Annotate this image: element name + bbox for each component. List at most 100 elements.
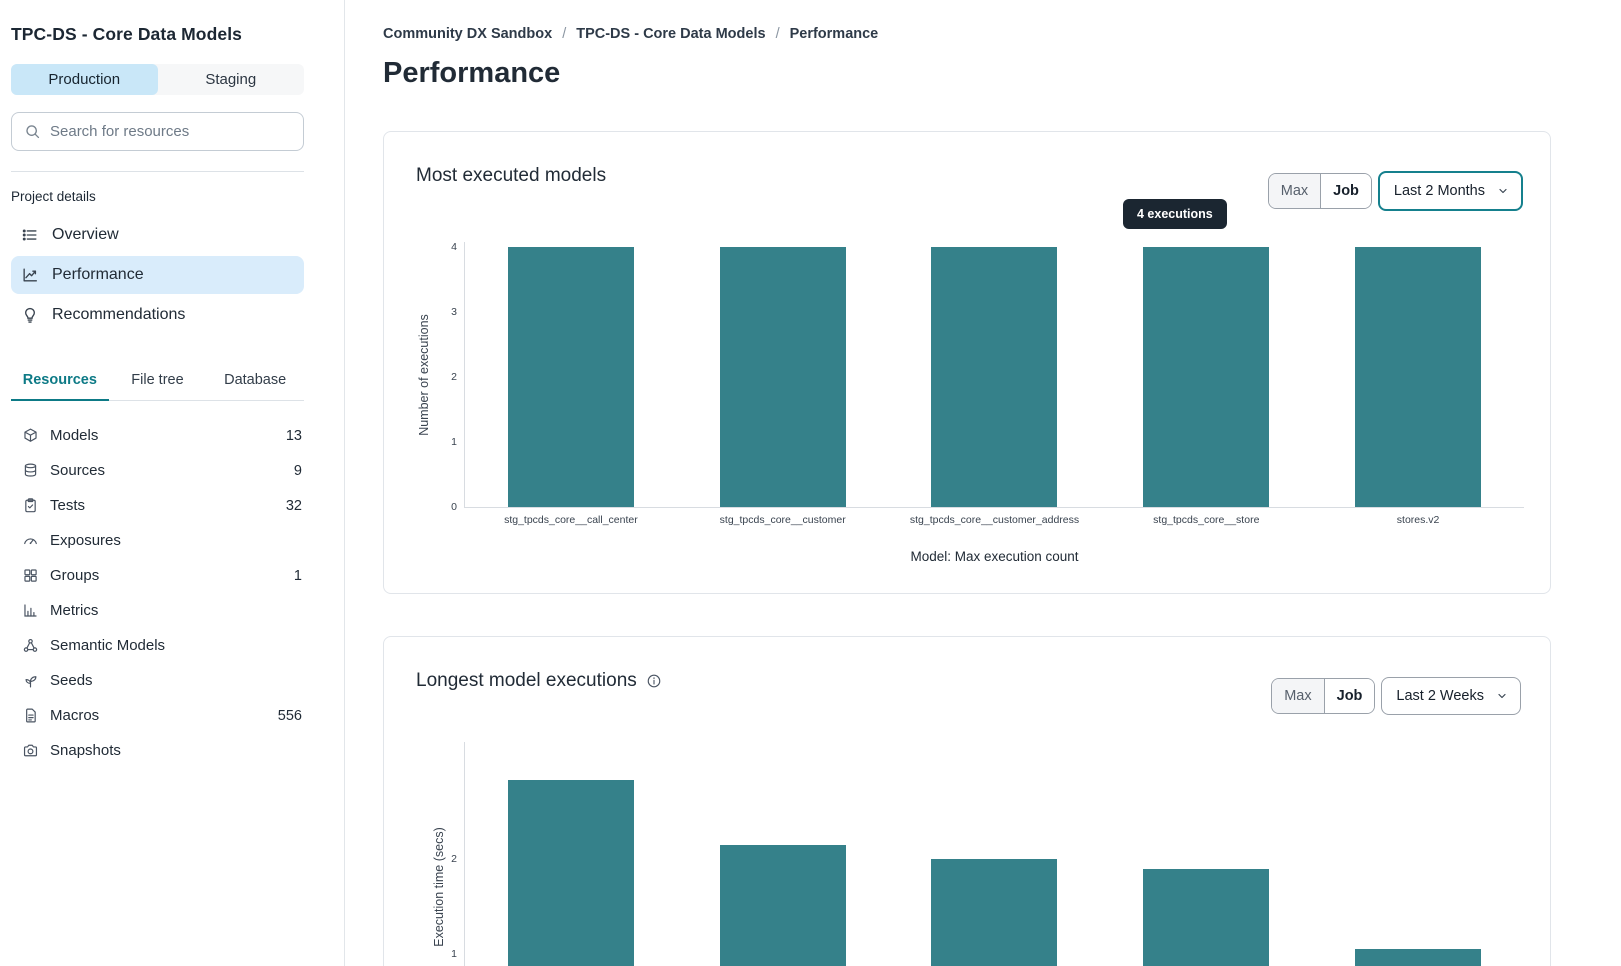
y-axis-tick: 2 (451, 371, 457, 383)
bar-chart-most-executed: Number of executions 0 1 2 3 4 stg_tpcds… (417, 241, 1524, 564)
list-item-groups[interactable]: Groups 1 (11, 558, 304, 593)
bar[interactable] (931, 247, 1058, 507)
most-executed-models-card: Most executed models Max Job Last 2 Mont… (383, 131, 1551, 594)
chart-tooltip: 4 executions (1123, 199, 1227, 229)
count-badge: 1 (293, 567, 302, 584)
chart-title: Most executed models (416, 165, 607, 186)
tab-production[interactable]: Production (11, 64, 158, 95)
job-button[interactable]: Job (1321, 174, 1371, 208)
sidebar-item-performance[interactable]: Performance (11, 256, 304, 294)
database-icon (22, 462, 39, 479)
sidebar-divider (11, 171, 304, 172)
time-range-value: Last 2 Months (1393, 183, 1485, 199)
max-job-toggle: Max Job (1271, 678, 1376, 714)
search-input[interactable] (50, 123, 291, 140)
longest-model-executions-card: Longest model executions Max Job Last 2 … (383, 636, 1551, 966)
breadcrumb-project[interactable]: TPC-DS - Core Data Models (576, 26, 766, 42)
list-item-label: Tests (50, 497, 86, 514)
list-item-metrics[interactable]: Metrics (11, 593, 304, 628)
tab-staging[interactable]: Staging (205, 71, 257, 88)
seedling-icon (22, 672, 39, 689)
time-range-dropdown[interactable]: Last 2 Months (1377, 171, 1523, 211)
breadcrumb-separator: / (562, 26, 567, 42)
grid-icon (22, 567, 39, 584)
camera-icon (22, 742, 39, 759)
list-item-semantic-models[interactable]: Semantic Models (11, 628, 304, 663)
chart-controls: Max Job Last 2 Weeks (1271, 677, 1521, 715)
bar[interactable] (507, 780, 634, 966)
breadcrumb-current: Performance (789, 26, 879, 42)
breadcrumb-separator: / (775, 26, 780, 42)
bar[interactable] (719, 844, 846, 966)
lightbulb-icon (21, 306, 39, 324)
resource-tabs: Resources File tree Database (11, 362, 304, 401)
list-item-tests[interactable]: Tests 32 (11, 488, 304, 523)
network-icon (22, 637, 39, 654)
sidebar-item-label: Performance (52, 266, 144, 283)
bar[interactable] (507, 247, 634, 507)
chevron-down-icon (1497, 185, 1509, 197)
environment-toggle: Production Staging (11, 64, 304, 95)
max-button[interactable]: Max (1268, 174, 1322, 208)
x-axis-tick: stg_tpcds_core__call_center (504, 514, 638, 526)
x-axis-tick: stg_tpcds_core__customer (719, 514, 846, 526)
list-item-exposures[interactable]: Exposures (11, 523, 304, 558)
bar[interactable] (719, 247, 846, 507)
list-item-label: Groups (50, 567, 100, 584)
max-job-toggle: Max Job (1267, 173, 1372, 209)
job-button[interactable]: Job (1324, 679, 1375, 713)
count-badge: 32 (285, 497, 302, 514)
bar[interactable] (931, 859, 1058, 966)
bar[interactable] (1355, 247, 1482, 507)
x-axis-label: Model: Max execution count (910, 549, 1079, 564)
y-axis-tick: 0 (451, 501, 457, 513)
list-item-label: Macros (50, 707, 100, 724)
list-item-label: Exposures (50, 532, 121, 549)
list-item-label: Models (50, 427, 99, 444)
y-axis-label: Number of executions (417, 313, 431, 436)
list-item-models[interactable]: Models 13 (11, 418, 304, 453)
count-badge: 13 (285, 427, 302, 444)
y-axis-tick: 1 (451, 436, 457, 448)
bar-chart-icon (22, 602, 39, 619)
sidebar: TPC-DS - Core Data Models Production Sta… (0, 0, 345, 966)
time-range-value: Last 2 Weeks (1396, 688, 1484, 704)
sidebar-item-recommendations[interactable]: Recommendations (11, 296, 304, 334)
chart-controls: Max Job Last 2 Months (1267, 171, 1523, 211)
list-icon (21, 226, 39, 244)
clipboard-check-icon (22, 497, 39, 514)
list-item-macros[interactable]: Macros 556 (11, 698, 304, 733)
y-axis-label: Execution time (secs) (432, 827, 446, 947)
resource-list: Models 13 Sources 9 Tests 32 Exposures (11, 418, 304, 768)
list-item-label: Semantic Models (50, 637, 166, 654)
list-item-snapshots[interactable]: Snapshots (11, 733, 304, 768)
x-axis-tick: stg_tpcds_core__store (1153, 514, 1260, 526)
info-icon[interactable] (646, 673, 662, 689)
bar[interactable] (1355, 949, 1482, 966)
y-axis-tick: 2 (451, 853, 457, 865)
sidebar-item-overview[interactable]: Overview (11, 216, 304, 254)
list-item-seeds[interactable]: Seeds (11, 663, 304, 698)
list-item-sources[interactable]: Sources 9 (11, 453, 304, 488)
chevron-down-icon (1496, 690, 1508, 702)
tab-database[interactable]: Database (224, 372, 287, 388)
list-item-label: Metrics (50, 602, 99, 619)
line-chart-icon (21, 266, 39, 284)
y-axis-tick: 4 (451, 241, 457, 253)
file-icon (22, 707, 39, 724)
tab-file-tree[interactable]: File tree (131, 372, 184, 388)
tab-resources[interactable]: Resources (11, 362, 109, 401)
bar-chart-longest-executions: Execution time (secs) 1 2 (432, 742, 1524, 966)
x-axis-tick: stores.v2 (1396, 514, 1440, 526)
max-button[interactable]: Max (1272, 679, 1325, 713)
time-range-dropdown[interactable]: Last 2 Weeks (1381, 677, 1521, 715)
main-content: Community DX Sandbox / TPC-DS - Core Dat… (345, 0, 1621, 966)
breadcrumb-account[interactable]: Community DX Sandbox (383, 26, 553, 42)
search-icon (24, 123, 41, 140)
count-badge: 556 (277, 707, 302, 724)
search-box[interactable] (11, 112, 304, 151)
list-item-label: Sources (50, 462, 106, 479)
bar[interactable] (1143, 247, 1270, 507)
sidebar-item-label: Overview (52, 226, 119, 243)
bar[interactable] (1143, 868, 1270, 966)
